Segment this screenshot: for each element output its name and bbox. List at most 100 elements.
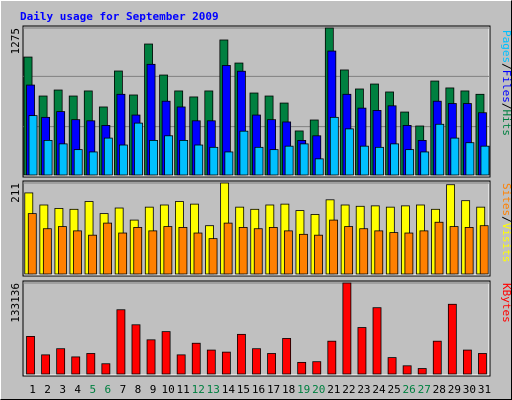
legend: Pages/Files/Hits bbox=[500, 30, 512, 136]
legend-entry: Pages bbox=[500, 30, 512, 63]
legend: KBytes bbox=[500, 283, 512, 323]
bar bbox=[73, 230, 82, 275]
bar bbox=[284, 145, 294, 176]
bar bbox=[101, 363, 111, 375]
bar bbox=[389, 232, 399, 275]
bar bbox=[254, 146, 264, 176]
bar bbox=[41, 354, 50, 375]
bar bbox=[131, 324, 141, 375]
bar bbox=[314, 234, 323, 275]
bar bbox=[88, 151, 98, 176]
bar bbox=[164, 135, 174, 176]
bar bbox=[314, 158, 324, 176]
x-tick-label: 2 bbox=[44, 383, 51, 396]
bar bbox=[299, 233, 308, 275]
legend-entry: KBytes bbox=[500, 283, 512, 323]
bar bbox=[103, 137, 113, 176]
bar bbox=[434, 221, 444, 275]
bar bbox=[239, 130, 249, 176]
bar bbox=[463, 349, 472, 375]
x-tick-label: 8 bbox=[135, 383, 142, 396]
bar bbox=[464, 227, 474, 275]
bar bbox=[221, 351, 231, 375]
x-tick-label: 9 bbox=[150, 383, 157, 396]
chart-title: Daily usage for September 2009 bbox=[20, 10, 219, 23]
bar bbox=[282, 338, 292, 375]
bar bbox=[238, 227, 248, 275]
bar bbox=[478, 353, 487, 375]
bar bbox=[206, 349, 216, 375]
bar bbox=[359, 228, 369, 275]
bar bbox=[146, 339, 156, 375]
x-tick-label: 18 bbox=[282, 383, 295, 396]
bar bbox=[329, 219, 338, 275]
bar bbox=[133, 227, 143, 275]
legend-separator: / bbox=[500, 103, 512, 110]
bar bbox=[312, 361, 322, 375]
bar bbox=[58, 143, 68, 176]
bar bbox=[357, 327, 367, 375]
bar bbox=[268, 227, 278, 275]
legend-separator: / bbox=[500, 216, 512, 223]
x-tick-label: 13 bbox=[207, 383, 220, 396]
x-tick-label: 29 bbox=[448, 383, 461, 396]
x-tick-label: 16 bbox=[252, 383, 265, 396]
bar bbox=[374, 230, 384, 275]
x-tick-label: 1 bbox=[29, 383, 36, 396]
bar bbox=[194, 144, 204, 176]
bar bbox=[360, 145, 369, 176]
bar bbox=[116, 309, 126, 375]
bar bbox=[224, 151, 234, 176]
x-tick-label: 14 bbox=[222, 383, 236, 396]
y-tick-label: 1275 bbox=[9, 28, 22, 55]
x-tick-label: 26 bbox=[403, 383, 416, 396]
bar bbox=[435, 123, 445, 176]
x-tick-label: 25 bbox=[387, 383, 400, 396]
bar bbox=[402, 365, 412, 375]
bar bbox=[342, 282, 352, 375]
bar bbox=[86, 353, 96, 375]
x-tick-label: 31 bbox=[478, 383, 491, 396]
panel-bevel bbox=[24, 282, 490, 376]
bar bbox=[118, 232, 128, 275]
bar bbox=[58, 226, 67, 275]
bar bbox=[449, 226, 459, 275]
x-tick-label: 21 bbox=[327, 383, 340, 396]
bar bbox=[73, 149, 83, 176]
bar bbox=[269, 149, 279, 176]
bar bbox=[480, 145, 490, 176]
bar bbox=[404, 232, 414, 275]
bar bbox=[419, 230, 429, 275]
y-tick-label: 133136 bbox=[9, 283, 22, 323]
bar bbox=[176, 354, 186, 375]
bar bbox=[208, 238, 218, 275]
bar bbox=[223, 222, 233, 275]
bar bbox=[405, 149, 415, 176]
bar bbox=[375, 146, 384, 176]
bar bbox=[43, 140, 53, 176]
x-tick-label: 20 bbox=[312, 383, 325, 396]
bar bbox=[417, 368, 427, 375]
x-tick-label: 4 bbox=[74, 383, 81, 396]
x-tick-label: 12 bbox=[192, 383, 205, 396]
bar bbox=[465, 142, 475, 176]
bar bbox=[432, 340, 442, 375]
bar bbox=[56, 348, 66, 375]
x-tick-label: 23 bbox=[357, 383, 370, 396]
x-tick-label: 28 bbox=[433, 383, 446, 396]
bar bbox=[372, 307, 382, 375]
bar bbox=[447, 303, 457, 375]
bar bbox=[88, 234, 97, 275]
x-tick-label: 27 bbox=[418, 383, 431, 396]
bar bbox=[161, 331, 171, 375]
bar bbox=[27, 213, 37, 275]
legend-entry: Sites bbox=[500, 183, 512, 216]
bar bbox=[42, 228, 52, 275]
bar bbox=[450, 137, 460, 176]
legend: Sites/Visits bbox=[500, 183, 512, 263]
x-tick-label: 6 bbox=[105, 383, 112, 396]
bar bbox=[267, 353, 276, 375]
bar bbox=[209, 146, 219, 176]
bar bbox=[163, 226, 173, 275]
